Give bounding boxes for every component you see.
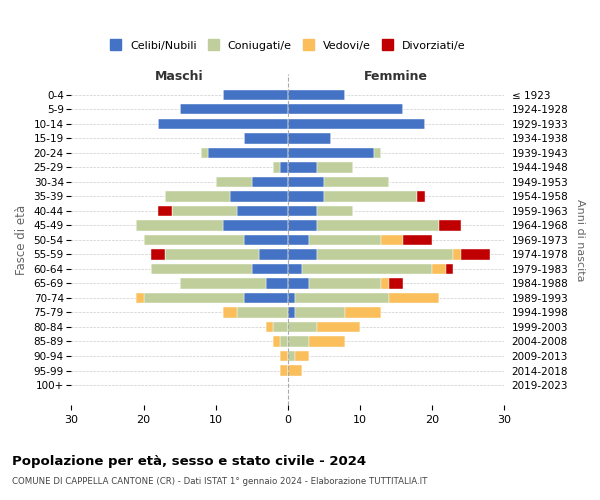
Text: COMUNE DI CAPPELLA CANTONE (CR) - Dati ISTAT 1° gennaio 2024 - Elaborazione TUTT: COMUNE DI CAPPELLA CANTONE (CR) - Dati I… <box>12 478 427 486</box>
Bar <box>158 118 287 129</box>
Bar <box>382 234 403 245</box>
Bar <box>295 351 310 361</box>
Bar <box>158 206 172 216</box>
Bar <box>287 351 295 361</box>
Bar <box>223 307 237 318</box>
Bar <box>136 220 223 230</box>
Bar <box>280 162 287 172</box>
Bar <box>273 162 280 172</box>
Bar <box>461 249 490 260</box>
Bar <box>317 162 353 172</box>
Bar <box>266 278 287 288</box>
Text: Maschi: Maschi <box>155 70 204 83</box>
Bar <box>179 104 287 115</box>
Bar <box>287 292 295 303</box>
Bar <box>287 118 425 129</box>
Bar <box>317 206 353 216</box>
Bar <box>287 278 310 288</box>
Bar <box>165 249 259 260</box>
Bar <box>317 220 439 230</box>
Bar <box>244 234 287 245</box>
Bar <box>172 206 237 216</box>
Bar <box>310 234 382 245</box>
Bar <box>418 191 425 202</box>
Bar <box>454 249 461 260</box>
Bar <box>237 206 287 216</box>
Bar <box>403 234 432 245</box>
Bar <box>143 292 244 303</box>
Bar <box>287 104 403 115</box>
Bar <box>389 292 439 303</box>
Bar <box>287 264 302 274</box>
Bar <box>208 148 287 158</box>
Bar <box>280 351 287 361</box>
Legend: Celibi/Nubili, Coniugati/e, Vedovi/e, Divorziati/e: Celibi/Nubili, Coniugati/e, Vedovi/e, Di… <box>107 37 469 54</box>
Bar <box>287 176 324 187</box>
Bar <box>266 322 273 332</box>
Bar <box>287 206 317 216</box>
Bar <box>346 307 382 318</box>
Bar <box>273 322 287 332</box>
Bar <box>165 191 230 202</box>
Text: Femmine: Femmine <box>364 70 428 83</box>
Bar <box>143 234 244 245</box>
Bar <box>287 148 374 158</box>
Bar <box>280 366 287 376</box>
Bar <box>287 366 302 376</box>
Bar <box>215 176 251 187</box>
Bar <box>446 264 454 274</box>
Bar <box>310 278 382 288</box>
Bar <box>287 90 346 100</box>
Bar <box>201 148 208 158</box>
Bar <box>230 191 287 202</box>
Bar <box>244 292 287 303</box>
Bar <box>251 264 287 274</box>
Bar <box>324 191 418 202</box>
Bar <box>439 220 461 230</box>
Bar <box>382 278 389 288</box>
Bar <box>287 249 317 260</box>
Bar <box>287 133 331 143</box>
Bar <box>317 249 454 260</box>
Bar <box>280 336 287 346</box>
Bar <box>287 234 310 245</box>
Bar <box>374 148 382 158</box>
Bar <box>317 322 360 332</box>
Bar <box>273 336 280 346</box>
Bar <box>287 307 295 318</box>
Bar <box>324 176 389 187</box>
Bar <box>432 264 446 274</box>
Bar <box>179 278 266 288</box>
Bar <box>295 307 346 318</box>
Bar <box>151 264 251 274</box>
Bar <box>287 336 310 346</box>
Bar <box>295 292 389 303</box>
Bar <box>259 249 287 260</box>
Bar <box>237 307 287 318</box>
Y-axis label: Fasce di età: Fasce di età <box>15 205 28 275</box>
Bar <box>223 90 287 100</box>
Bar <box>302 264 432 274</box>
Text: Popolazione per età, sesso e stato civile - 2024: Popolazione per età, sesso e stato civil… <box>12 455 366 468</box>
Bar <box>223 220 287 230</box>
Bar <box>151 249 165 260</box>
Bar <box>287 162 317 172</box>
Bar <box>244 133 287 143</box>
Y-axis label: Anni di nascita: Anni di nascita <box>575 198 585 281</box>
Bar <box>389 278 403 288</box>
Bar <box>287 322 317 332</box>
Bar <box>287 191 324 202</box>
Bar <box>251 176 287 187</box>
Bar <box>310 336 346 346</box>
Bar <box>287 220 317 230</box>
Bar <box>136 292 143 303</box>
